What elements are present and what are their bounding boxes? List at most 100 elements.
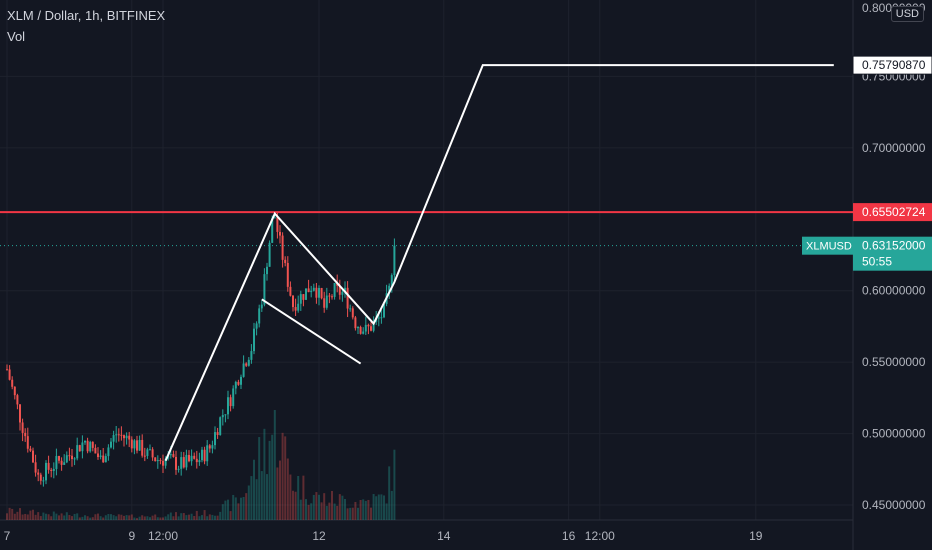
candle-body: [279, 231, 281, 236]
volume-bar: [297, 475, 300, 520]
candle-body: [55, 456, 58, 469]
candle-body: [11, 379, 14, 387]
candle-body: [258, 308, 261, 324]
candle-body: [26, 436, 29, 449]
last-price-tag: [853, 236, 932, 271]
volume-bar: [203, 510, 206, 520]
candle-body: [65, 455, 68, 463]
candle-body: [333, 283, 336, 297]
candle-body: [273, 217, 276, 219]
volume-bar: [91, 517, 94, 520]
volume-bar: [263, 428, 266, 520]
volume-bar: [323, 493, 326, 520]
candle-body: [34, 462, 37, 473]
volume-bar: [73, 513, 76, 520]
volume-bar: [250, 476, 253, 520]
candle-body: [94, 447, 97, 454]
volume-bar: [99, 516, 102, 520]
volume-bar: [388, 466, 391, 520]
volume-bar: [318, 494, 320, 520]
candle-body: [320, 288, 323, 299]
target-price-tag: [852, 55, 932, 75]
candle-body: [312, 287, 315, 291]
volume-bar: [6, 513, 8, 520]
volume-bar: [110, 514, 112, 520]
volume-bar: [26, 514, 29, 520]
candle-body: [99, 455, 102, 458]
candle-body: [128, 435, 131, 440]
volume-bar: [102, 517, 105, 520]
volume-bar: [266, 474, 268, 520]
volume-bar: [362, 499, 365, 520]
volume-bar: [221, 504, 224, 520]
candle-body: [286, 262, 289, 287]
candle-body: [219, 417, 222, 435]
candle-body: [71, 455, 73, 460]
volume-bar: [128, 515, 131, 520]
volume-bar: [299, 499, 302, 520]
volume-bar: [68, 514, 71, 520]
candle-body: [268, 242, 271, 267]
volume-bar: [349, 507, 352, 520]
volume-bar: [364, 500, 367, 520]
x-tick-label: 12:00: [148, 529, 178, 543]
volume-bar: [154, 514, 157, 520]
volume-bar: [383, 495, 385, 520]
candle-body: [271, 218, 274, 243]
volume-bar: [19, 508, 21, 520]
candle-body: [315, 287, 318, 298]
candle-body: [21, 422, 24, 433]
volume-bar: [141, 515, 144, 520]
candle-body: [154, 457, 157, 462]
candle-body: [172, 454, 175, 457]
candle-body: [138, 439, 141, 451]
volume-bar: [320, 502, 323, 520]
candle-body: [263, 274, 266, 305]
volume-bar: [29, 510, 32, 520]
candle-body: [344, 287, 346, 292]
candle-body: [364, 324, 367, 332]
target-price-label: 0.75790870: [862, 58, 926, 72]
candle-body: [188, 454, 190, 462]
candle-body: [8, 369, 11, 380]
currency-badge[interactable]: USD: [890, 6, 924, 22]
candle-body: [346, 287, 349, 309]
candle-body: [323, 298, 326, 308]
candle-body: [328, 295, 331, 297]
volume-bar: [247, 485, 250, 520]
resistance-price-tag: [853, 203, 932, 222]
volume-bar: [84, 515, 86, 520]
volume-bar: [8, 507, 11, 520]
candle-body: [297, 303, 300, 311]
candle-body: [237, 381, 240, 385]
candle-body: [120, 434, 123, 436]
volume-bar: [216, 515, 219, 520]
volume-bar: [208, 514, 211, 520]
volume-bar: [393, 449, 396, 520]
candle-body: [19, 404, 21, 423]
candle-body: [234, 381, 237, 389]
candle-body: [310, 290, 313, 293]
candle-body: [193, 455, 196, 459]
candle-body: [86, 440, 89, 452]
volume-bar: [76, 513, 79, 520]
candle-body: [281, 235, 284, 260]
volume-bar: [169, 512, 172, 520]
volume-bar: [260, 471, 263, 520]
candle-body: [89, 441, 92, 452]
last-price-label: 0.63152000: [862, 239, 926, 253]
volume-bar: [258, 437, 261, 520]
volume-bar: [305, 499, 307, 520]
candle-body: [390, 275, 393, 286]
volume-bar: [232, 494, 235, 520]
candle-body: [52, 468, 55, 471]
x-tick-label: 14: [437, 529, 451, 543]
volume-bar: [357, 507, 359, 520]
volume-bar: [294, 491, 297, 520]
volume-bar: [16, 511, 19, 520]
candle-body: [68, 455, 71, 457]
candle-body: [60, 460, 63, 465]
resistance-price-label: 0.65502724: [862, 205, 926, 219]
candle-body: [29, 448, 32, 451]
